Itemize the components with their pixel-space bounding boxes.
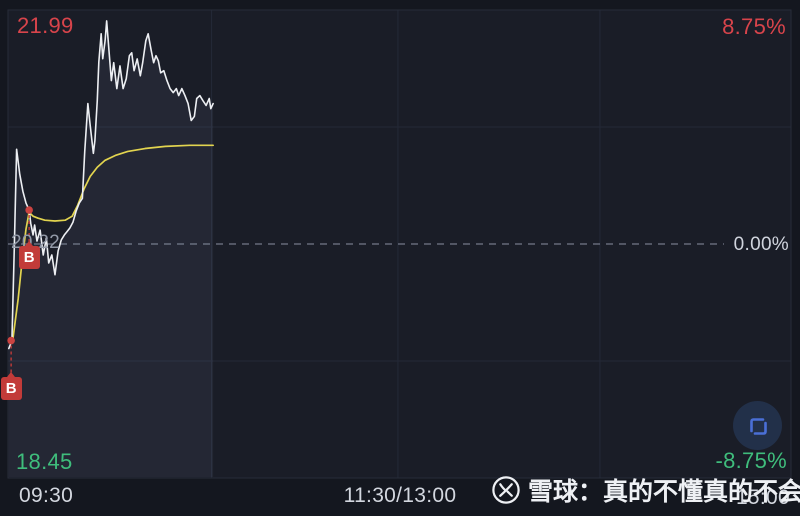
time-label-close: 15:00 — [735, 486, 790, 509]
zero-pct-label: 0.00% — [733, 234, 789, 255]
limit-down-price-label: 18.45 — [16, 449, 73, 474]
watermark: 雪球：真的不懂真的不会 — [491, 472, 800, 508]
buy-marker-label: B — [5, 379, 17, 397]
buy-marker-label: B — [23, 249, 35, 267]
buy-marker-arrow-icon — [7, 371, 16, 377]
time-label-open: 09:30 — [19, 484, 74, 507]
buy-marker-badge: B — [18, 241, 40, 270]
xueqiu-logo-icon — [492, 476, 520, 504]
limit-up-price-label: 21.99 — [17, 13, 74, 38]
expand-chart-button[interactable] — [733, 401, 782, 450]
watermark-text: 雪球：真的不懂真的不会 — [528, 478, 800, 506]
limit-down-pct-label: -8.75% — [715, 448, 787, 473]
time-label-midday: 11:30/13:00 — [343, 484, 457, 507]
limit-up-pct-label: 8.75% — [722, 14, 786, 39]
expand-icon — [749, 417, 767, 435]
buy-marker-badge: B — [0, 371, 22, 400]
buy-marker-arrow-icon — [25, 241, 34, 247]
